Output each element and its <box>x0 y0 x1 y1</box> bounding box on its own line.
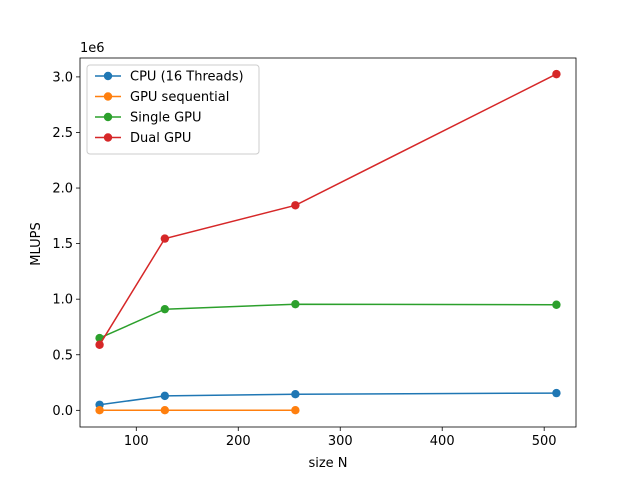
y-axis-label: MLUPS <box>29 222 44 265</box>
legend-marker-0 <box>103 71 113 81</box>
x-tick-label: 500 <box>532 434 557 449</box>
series-line-0 <box>99 392 557 406</box>
legend-marker-3 <box>103 133 113 142</box>
legend-label-1: GPU sequential <box>130 90 229 105</box>
series-line-2 <box>99 303 557 339</box>
legend-label-3: Dual GPU <box>130 131 191 146</box>
y-tick-label: 0.5 <box>52 348 73 363</box>
data-point-1-0 <box>95 406 104 415</box>
y-tick-label: 0.0 <box>52 404 73 419</box>
data-point-2-1 <box>160 304 170 314</box>
data-point-3-0 <box>95 340 104 349</box>
data-point-1-2 <box>291 406 300 415</box>
data-point-1-1 <box>160 406 170 415</box>
legend-box <box>86 64 260 155</box>
x-tick-label: 200 <box>226 434 251 449</box>
data-point-3-2 <box>291 201 300 210</box>
plot-area <box>95 69 561 415</box>
series-line-3 <box>98 73 557 346</box>
x-tick-label: 300 <box>328 434 353 449</box>
legend-label-0: CPU (16 Threads) <box>130 70 244 85</box>
data-point-0-3 <box>552 388 561 398</box>
data-point-3-1 <box>160 234 170 243</box>
y-offset-label: 1e6 <box>80 41 105 56</box>
legend-label-2: Single GPU <box>130 111 202 126</box>
legend-marker-1 <box>103 92 113 101</box>
y-tick-label: 1.5 <box>52 237 73 252</box>
axes: 100 200 300 400 500 0.0 0.5 1.0 1.5 2.0 2.5 3.0 <box>52 57 577 449</box>
y-tick-label: 2.5 <box>52 126 73 141</box>
data-point-3-3 <box>552 69 561 79</box>
legend: CPU (16 Threads) GPU sequential Single GPU… <box>86 64 260 155</box>
x-axis-label: size N <box>308 456 347 471</box>
data-point-2-3 <box>552 300 561 309</box>
axes-frame <box>79 57 577 428</box>
data-point-2-2 <box>291 299 300 309</box>
y-tick-label: 3.0 <box>52 70 73 85</box>
y-tick-label: 2.0 <box>52 182 73 197</box>
y-tick-label: 1.0 <box>52 293 73 308</box>
x-tick-label: 400 <box>430 434 455 449</box>
data-point-0-1 <box>160 391 170 401</box>
data-point-0-2 <box>291 390 300 399</box>
legend-marker-2 <box>103 112 113 122</box>
x-tick-label: 100 <box>124 434 149 449</box>
